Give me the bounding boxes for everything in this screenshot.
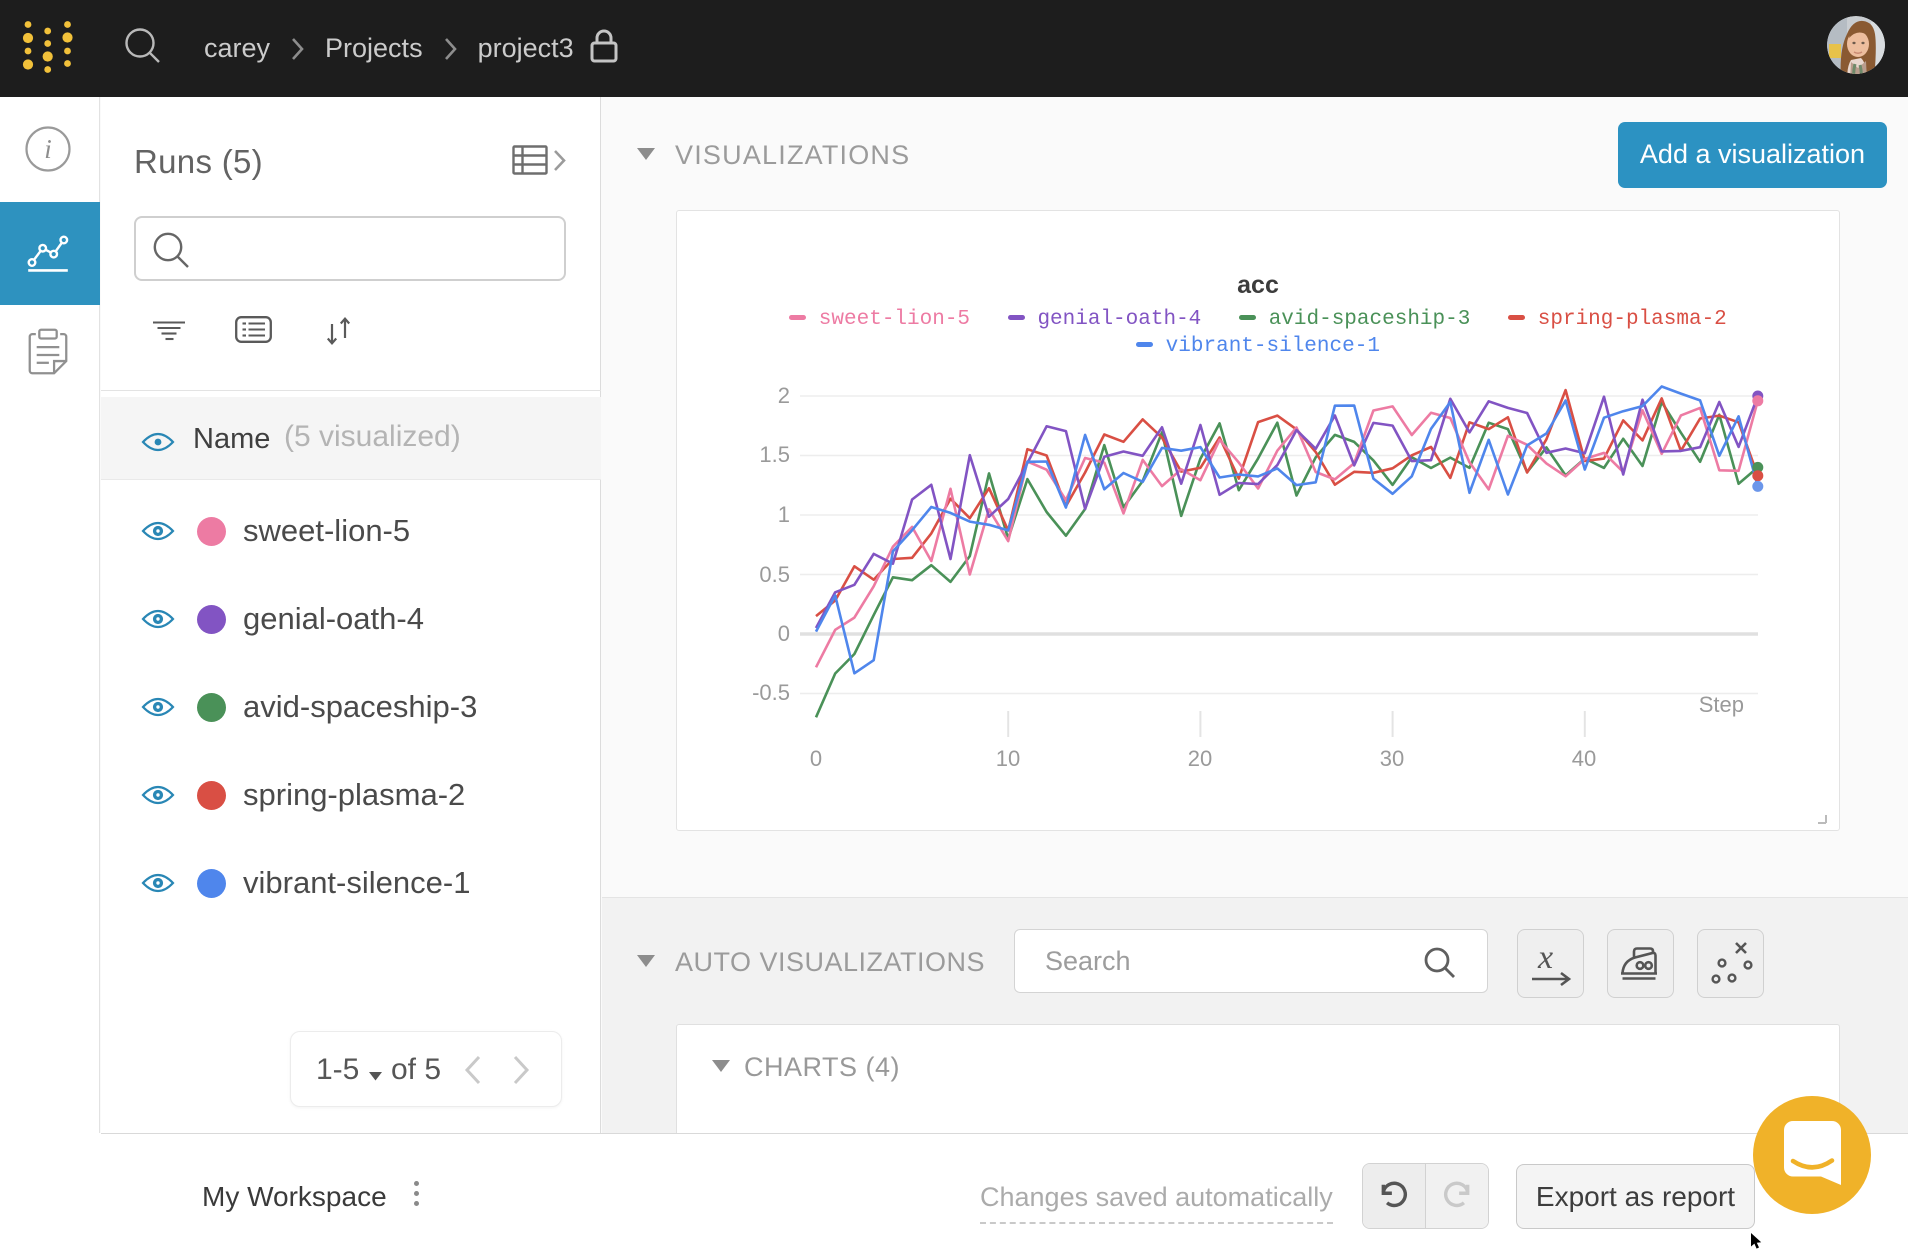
svg-text:1: 1 xyxy=(778,502,790,527)
svg-text:0.5: 0.5 xyxy=(759,562,790,587)
svg-text:1.5: 1.5 xyxy=(759,442,790,467)
svg-text:x: x xyxy=(1537,941,1553,976)
svg-text:0: 0 xyxy=(778,621,790,646)
svg-text:0: 0 xyxy=(810,746,822,771)
svg-text:40: 40 xyxy=(1572,746,1596,771)
svg-text:2: 2 xyxy=(778,383,790,408)
svg-text:i: i xyxy=(44,134,52,164)
svg-text:Step: Step xyxy=(1699,692,1744,717)
svg-text:10: 10 xyxy=(996,746,1020,771)
svg-text:30: 30 xyxy=(1380,746,1404,771)
svg-text:-0.5: -0.5 xyxy=(752,680,790,705)
svg-text:20: 20 xyxy=(1188,746,1212,771)
